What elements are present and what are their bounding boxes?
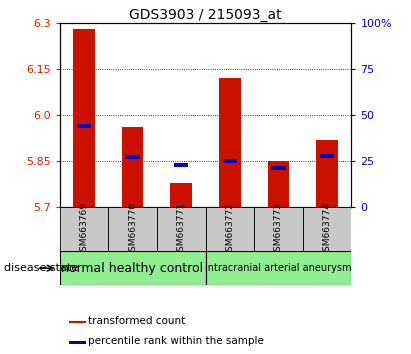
- Bar: [206, 251, 351, 285]
- Text: GSM663771: GSM663771: [177, 202, 186, 257]
- Bar: [73, 29, 95, 207]
- Bar: [222, 159, 237, 163]
- Bar: [69, 321, 85, 323]
- Text: intracranial arterial aneurysm: intracranial arterial aneurysm: [205, 263, 352, 273]
- Text: GSM663773: GSM663773: [274, 202, 283, 257]
- Text: GSM663769: GSM663769: [79, 202, 88, 257]
- Bar: [303, 207, 351, 251]
- Bar: [60, 251, 206, 285]
- Bar: [316, 139, 338, 207]
- Text: GSM663772: GSM663772: [225, 202, 234, 257]
- Bar: [206, 207, 254, 251]
- Title: GDS3903 / 215093_at: GDS3903 / 215093_at: [129, 8, 282, 22]
- Text: percentile rank within the sample: percentile rank within the sample: [88, 336, 264, 346]
- Bar: [268, 161, 289, 207]
- Bar: [69, 342, 85, 343]
- Bar: [125, 155, 140, 159]
- Text: GSM663774: GSM663774: [323, 202, 332, 257]
- Bar: [170, 183, 192, 207]
- Bar: [60, 207, 108, 251]
- Bar: [108, 207, 157, 251]
- Text: disease state: disease state: [4, 263, 78, 273]
- Bar: [271, 166, 286, 171]
- Text: GSM663770: GSM663770: [128, 202, 137, 257]
- Bar: [76, 124, 91, 128]
- Text: transformed count: transformed count: [88, 315, 185, 326]
- Bar: [122, 127, 143, 207]
- Bar: [254, 207, 303, 251]
- Bar: [219, 78, 241, 207]
- Bar: [320, 154, 335, 158]
- Bar: [157, 207, 206, 251]
- Text: normal healthy control: normal healthy control: [62, 262, 203, 275]
- Bar: [174, 163, 189, 167]
